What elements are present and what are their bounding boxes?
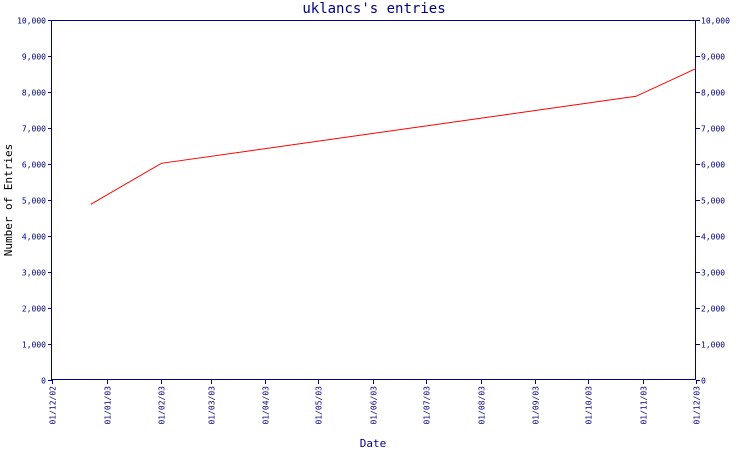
y-tick-label-left: 5,000	[22, 197, 46, 206]
y-tick-label-left: 7,000	[22, 125, 46, 134]
y-tick-label-right: 4,000	[701, 233, 725, 242]
y-axis-left: 0 1,000 2,000 3,000 4,000 5,000 6,000 7,000 8,00…	[17, 17, 52, 386]
y-tick-label-left: 8,000	[22, 89, 46, 98]
y-tick-label-right: 9,000	[701, 53, 725, 62]
x-tick-label: 01/11/03	[640, 386, 649, 425]
y-tick-label-right: 2,000	[701, 305, 725, 314]
x-tick-label: 01/02/03	[158, 386, 167, 425]
y-tick-label-left: 2,000	[22, 305, 46, 314]
series-line	[90, 68, 697, 205]
chart-title: uklancs's entries	[302, 1, 445, 17]
y-tick-label-left: 10,000	[17, 17, 46, 26]
y-tick-label-right: 6,000	[701, 161, 725, 170]
x-tick-label: 01/07/03	[423, 386, 432, 425]
x-tick-label: 01/09/03	[532, 386, 541, 425]
y-tick-label-right: 3,000	[701, 269, 725, 278]
y-tick-label-right: 7,000	[701, 125, 725, 134]
x-axis-label: Date	[360, 437, 387, 450]
y-axis-right: 0 1,000 2,000 3,000 4,000 5,000 6,000 7,000 8,00…	[696, 17, 730, 386]
x-axis: 01/12/02 01/01/03 01/02/03 01/03/03 01/04/03…	[49, 380, 702, 425]
x-tick-label: 01/06/03	[370, 386, 379, 425]
x-tick-label: 01/04/03	[262, 386, 271, 425]
plot-frame	[51, 20, 696, 380]
y-tick-label-right: 5,000	[701, 197, 725, 206]
y-tick-label-left: 3,000	[22, 269, 46, 278]
y-tick-label-right: 1,000	[701, 341, 725, 350]
x-tick-label: 01/12/03	[693, 386, 702, 425]
x-tick-label: 01/01/03	[104, 386, 113, 425]
y-tick-label-left: 9,000	[22, 53, 46, 62]
y-tick-label-left: 6,000	[22, 161, 46, 170]
y-tick-label-right: 0	[701, 377, 706, 386]
y-tick-label-right: 8,000	[701, 89, 725, 98]
x-tick-label: 01/08/03	[478, 386, 487, 425]
y-tick-label-left: 4,000	[22, 233, 46, 242]
y-axis-label: Number of Entries	[2, 144, 15, 257]
x-tick-label: 01/03/03	[208, 386, 217, 425]
x-tick-label: 01/05/03	[315, 386, 324, 425]
y-tick-label-left: 0	[41, 377, 46, 386]
x-tick-label: 01/12/02	[49, 386, 58, 425]
y-tick-label-left: 1,000	[22, 341, 46, 350]
x-tick-label: 01/10/03	[585, 386, 594, 425]
y-tick-label-right: 10,000	[701, 17, 730, 26]
